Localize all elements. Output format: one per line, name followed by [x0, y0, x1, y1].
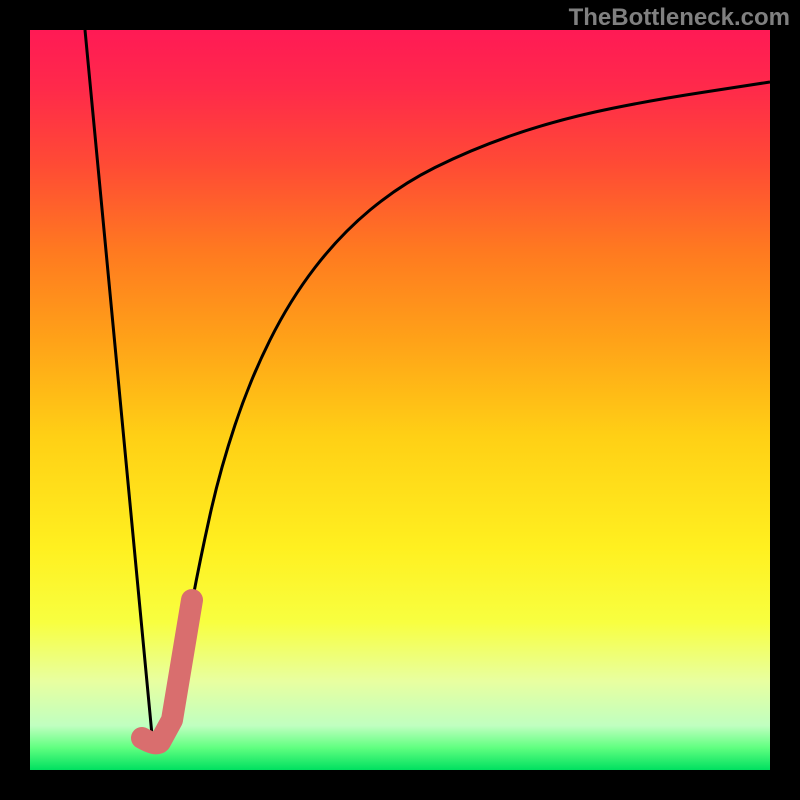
bottleneck-chart [0, 0, 800, 800]
watermark-text: TheBottleneck.com [569, 4, 790, 32]
chart-svg [0, 0, 800, 800]
